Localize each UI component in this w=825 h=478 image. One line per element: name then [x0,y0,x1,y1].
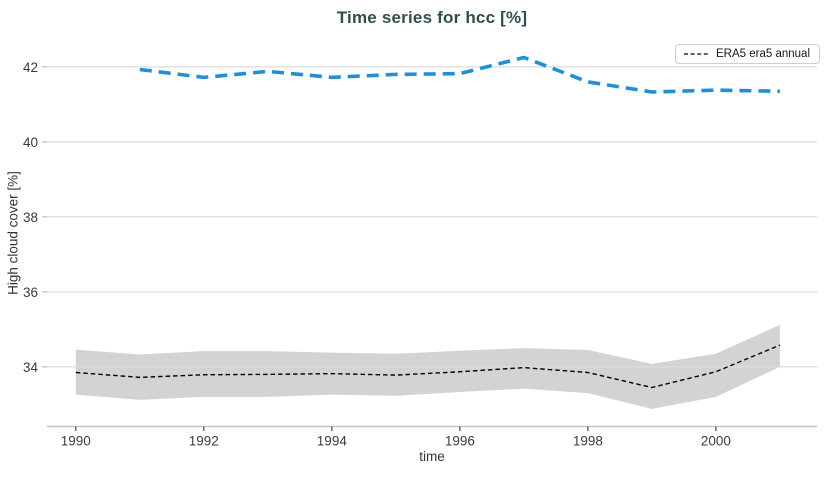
x-tick-label: 2000 [701,434,731,449]
x-tick-label: 1992 [189,434,219,449]
series-line-0 [75,344,781,389]
legend-label: ERA5 era5 annual [716,48,810,60]
legend: ERA5 era5 annual [675,44,820,64]
x-tick-label: 1990 [61,434,91,449]
y-tick-label: 40 [23,135,38,150]
x-tick-label: 1998 [573,434,603,449]
y-tick-label: 34 [23,360,39,375]
x-tick-label: 1996 [445,434,475,449]
series-line-1 [139,55,780,94]
y-tick-label: 42 [23,60,38,75]
y-tick-label: 36 [23,285,38,300]
x-tick-label: 1994 [317,434,348,449]
y-tick-label: 38 [23,210,38,225]
legend-dashed-line-sample [684,53,709,55]
chart-title: Time series for hcc [%] [336,8,528,27]
y-axis-title: High cloud cover [%] [5,171,21,295]
x-axis-title: time [419,449,445,464]
